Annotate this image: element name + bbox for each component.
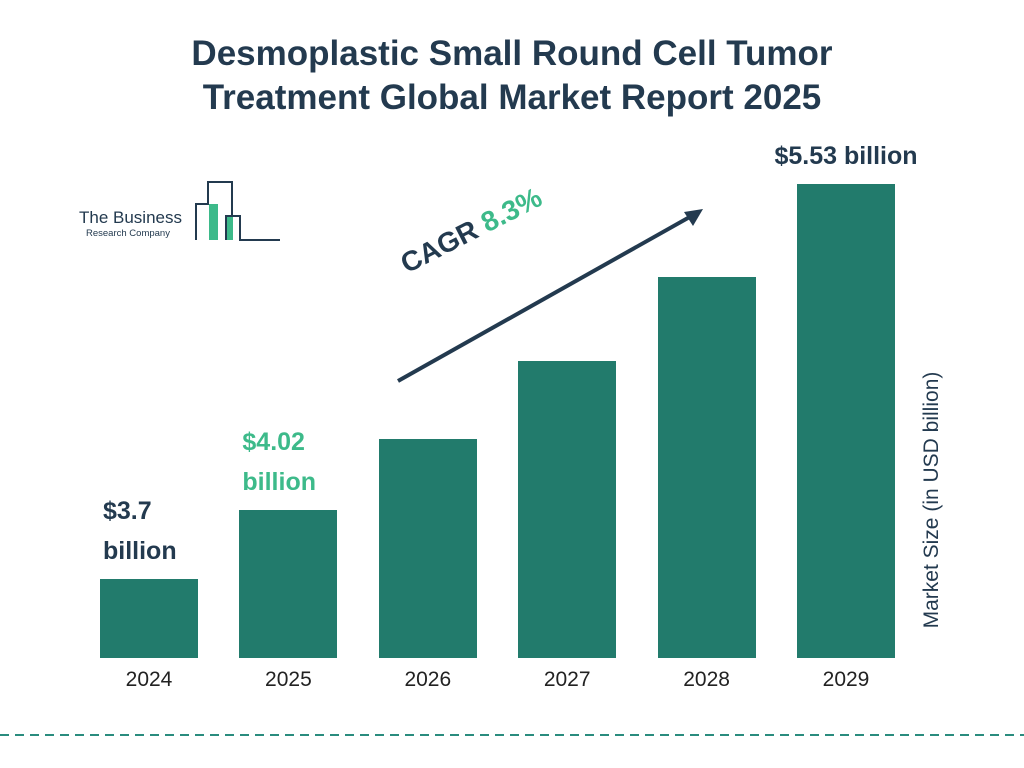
x-tick-label: 2024 bbox=[125, 668, 173, 691]
bar bbox=[657, 276, 756, 658]
data-label: $5.53 billion bbox=[774, 142, 918, 170]
logo-bar bbox=[227, 217, 233, 240]
cagr-arrowhead bbox=[684, 209, 703, 226]
logo-text: The Business bbox=[79, 208, 182, 227]
cagr-arrow bbox=[397, 212, 696, 383]
y-axis-label: Market Size (in USD billion) bbox=[920, 371, 943, 629]
logo-bar bbox=[209, 204, 218, 240]
bar bbox=[378, 438, 477, 658]
data-label: $3.7 billion bbox=[103, 497, 177, 565]
bar bbox=[239, 509, 338, 658]
x-tick-label: 2026 bbox=[404, 668, 452, 691]
x-tick-label: 2029 bbox=[822, 668, 870, 691]
chart-title: Desmoplastic Small Round Cell Tumor Trea… bbox=[191, 34, 833, 117]
x-tick-label: 2028 bbox=[683, 668, 730, 691]
x-tick-label: 2027 bbox=[543, 668, 591, 691]
x-tick-label: 2025 bbox=[265, 668, 312, 691]
bar bbox=[518, 360, 617, 658]
bar bbox=[100, 579, 198, 658]
data-label: $4.02 billion bbox=[242, 427, 316, 496]
logo-icon bbox=[195, 181, 280, 241]
bar bbox=[797, 184, 895, 658]
logo-subtext: Research Company bbox=[86, 228, 170, 239]
